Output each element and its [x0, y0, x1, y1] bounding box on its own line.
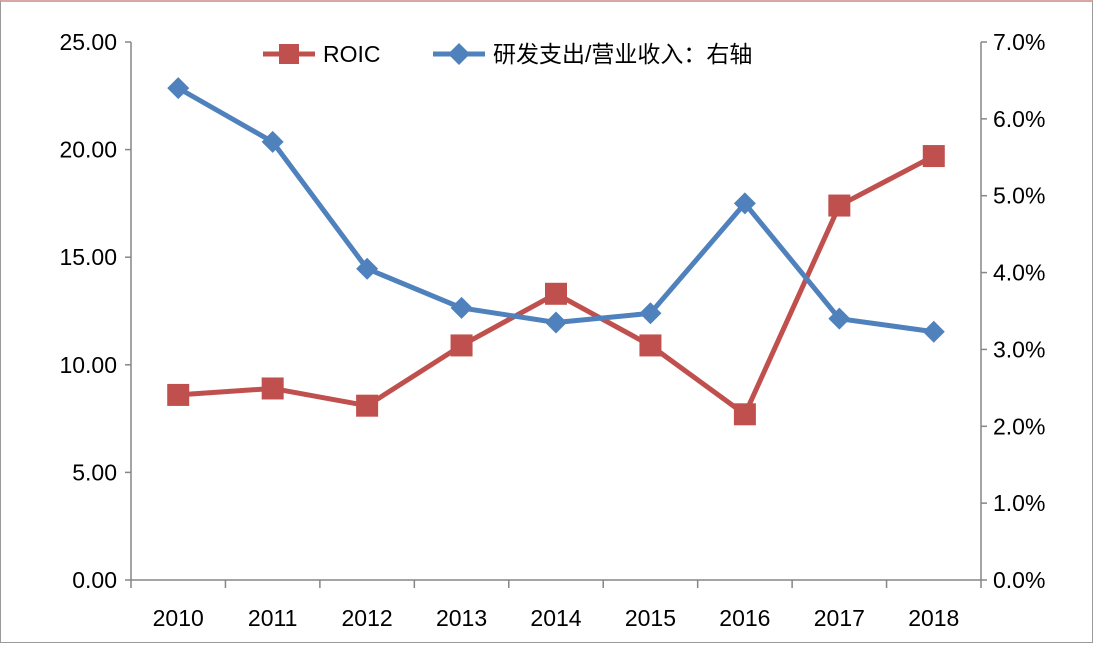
data-point: [261, 130, 284, 153]
x-axis-ticks: 2010 2011 2012 2013 2014 2015 2016 2017 2018: [130, 580, 982, 631]
legend-item: 研发支出/营业收入：右轴: [433, 41, 752, 67]
right-axis-ticks: 0.0% 1.0% 2.0% 3.0% 4.0% 5.0% 6.0% 7.0%: [981, 29, 1045, 593]
data-point: [356, 257, 379, 280]
legend-label: ROIC: [323, 41, 381, 67]
x-tick-label: 2014: [530, 605, 581, 631]
right-tick-label: 4.0%: [993, 260, 1045, 286]
right-tick-label: 7.0%: [993, 29, 1045, 55]
series-rd-ratio: [167, 77, 945, 343]
right-tick-label: 3.0%: [993, 336, 1045, 362]
series-roic: [167, 145, 945, 426]
legend-item: ROIC: [263, 41, 381, 67]
data-point: [261, 377, 284, 400]
data-point: [167, 77, 190, 100]
data-point: [828, 307, 851, 330]
data-point: [828, 194, 851, 217]
axes: [130, 42, 982, 581]
x-tick-label: 2013: [436, 605, 487, 631]
x-tick-label: 2017: [814, 605, 865, 631]
left-tick-label: 5.00: [72, 459, 117, 485]
data-point: [450, 334, 473, 357]
data-point: [639, 334, 662, 357]
legend: ROIC 研发支出/营业收入：右轴: [263, 41, 752, 67]
legend-marker: [448, 43, 470, 65]
left-tick-label: 10.00: [59, 352, 117, 378]
data-point: [167, 383, 190, 406]
legend-label: 研发支出/营业收入：右轴: [493, 41, 752, 67]
data-point: [922, 145, 945, 168]
data-point: [545, 311, 567, 334]
right-tick-label: 1.0%: [993, 490, 1045, 516]
x-tick-label: 2015: [625, 605, 676, 631]
left-tick-label: 20.00: [59, 137, 117, 163]
series-layer: [167, 77, 945, 426]
data-point: [733, 403, 756, 426]
x-tick-label: 2016: [719, 605, 770, 631]
left-tick-label: 0.00: [72, 567, 117, 593]
data-point: [922, 320, 945, 343]
right-tick-label: 2.0%: [993, 413, 1045, 439]
data-point: [450, 296, 473, 319]
right-tick-label: 0.0%: [993, 567, 1045, 593]
right-tick-label: 5.0%: [993, 183, 1045, 209]
left-tick-label: 15.00: [59, 244, 117, 270]
x-tick-label: 2011: [248, 605, 297, 631]
x-tick-label: 2010: [153, 605, 204, 631]
legend-marker: [279, 44, 299, 64]
right-tick-label: 6.0%: [993, 106, 1045, 132]
x-tick-label: 2018: [908, 605, 959, 631]
data-point: [545, 282, 567, 305]
left-axis-ticks: 0.00 5.00 10.00 15.00 20.00 25.00: [59, 29, 131, 593]
data-point: [639, 302, 662, 325]
data-point: [733, 192, 756, 215]
left-tick-label: 25.00: [59, 29, 117, 55]
x-tick-label: 2012: [342, 605, 393, 631]
data-point: [356, 394, 379, 417]
